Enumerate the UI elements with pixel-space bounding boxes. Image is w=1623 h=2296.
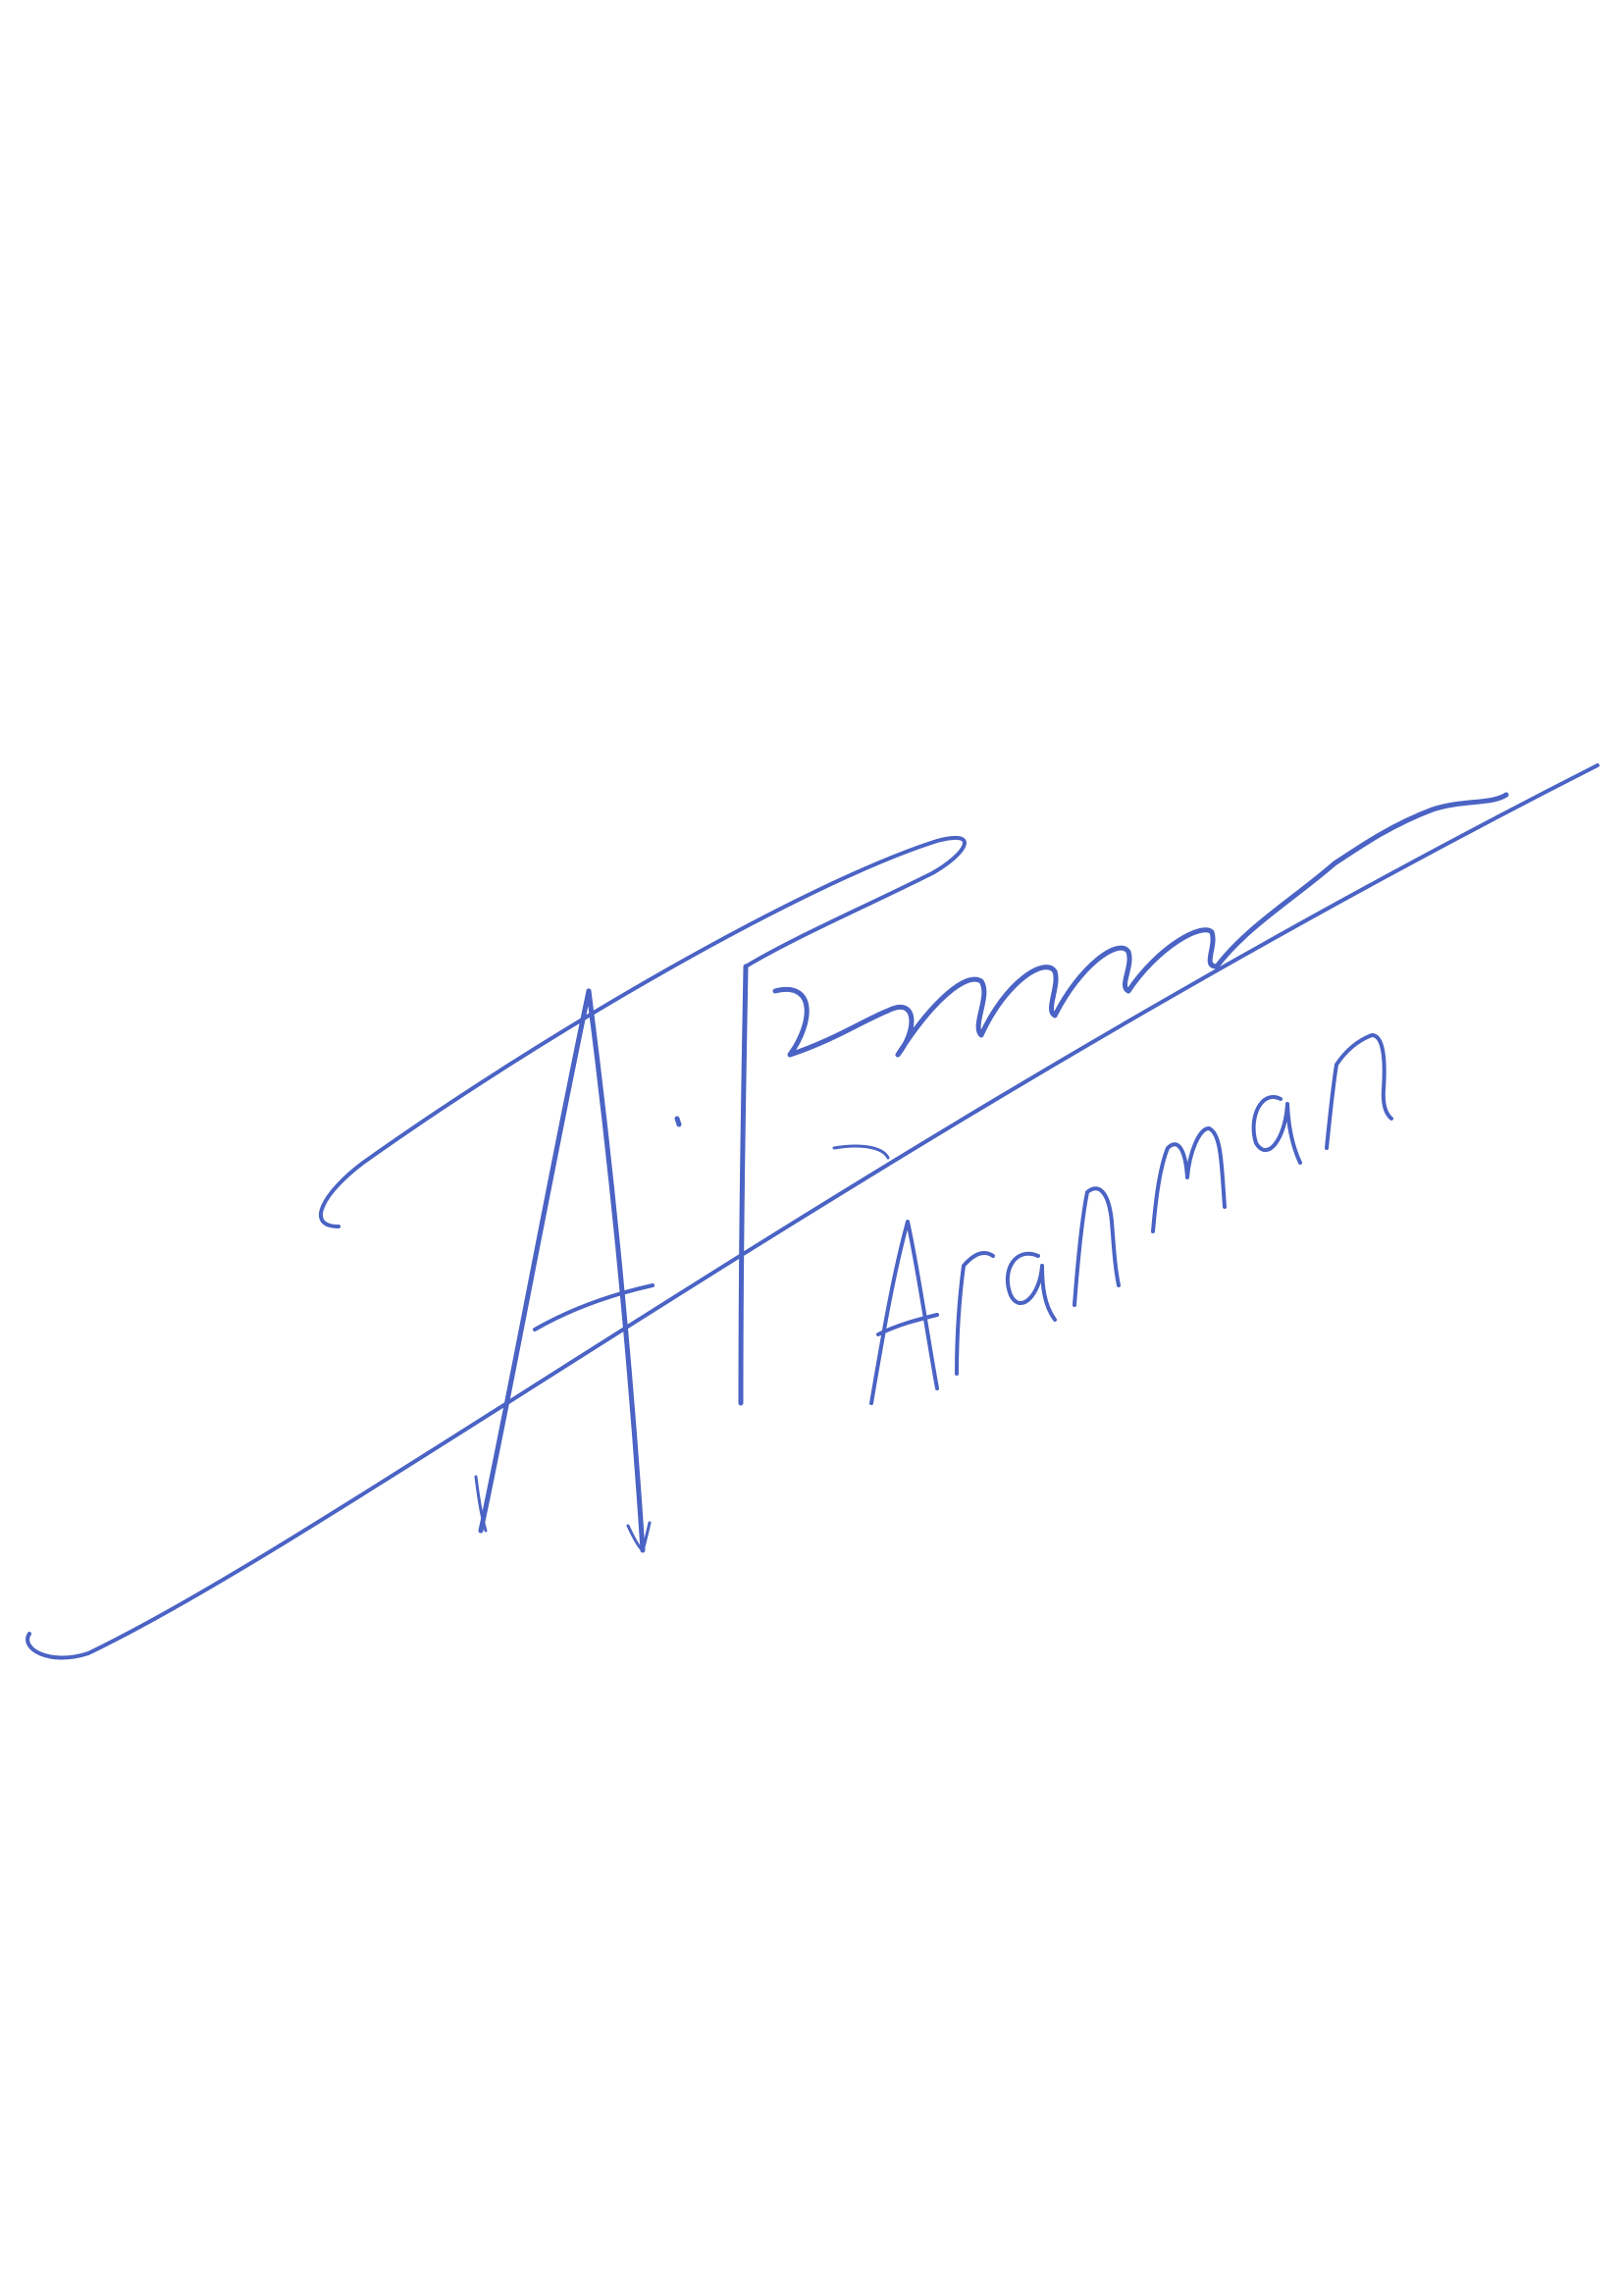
signature-name-letter-n2 xyxy=(1325,1033,1393,1150)
signature-loop-stroke xyxy=(319,835,967,1228)
signature-name-letter-a xyxy=(869,1220,939,1405)
signature-name-letter-n xyxy=(1073,1186,1121,1307)
signature-name-letter-m xyxy=(1151,1126,1227,1233)
signature-letter-a-right-foot xyxy=(626,1521,652,1552)
signature-name-letter-a2 xyxy=(1005,1251,1057,1322)
signature-dot xyxy=(674,1116,682,1127)
signature-name-letter-a3 xyxy=(1251,1095,1302,1165)
signature-cursive-run xyxy=(772,792,1509,1058)
signature-letter-a-crossbar xyxy=(533,1283,654,1331)
signature-name-letter-r xyxy=(955,1251,995,1376)
signature-letter-a-right-leg xyxy=(586,988,646,1553)
signature-letter-a-foot xyxy=(474,1475,488,1533)
signature-second-stem xyxy=(738,964,749,1406)
signature-strokes xyxy=(26,763,1599,1660)
signature-letter-a-left-leg xyxy=(478,988,592,1534)
signature-cursive-joiner xyxy=(832,1144,890,1160)
signature-underline-stroke xyxy=(26,763,1599,1660)
